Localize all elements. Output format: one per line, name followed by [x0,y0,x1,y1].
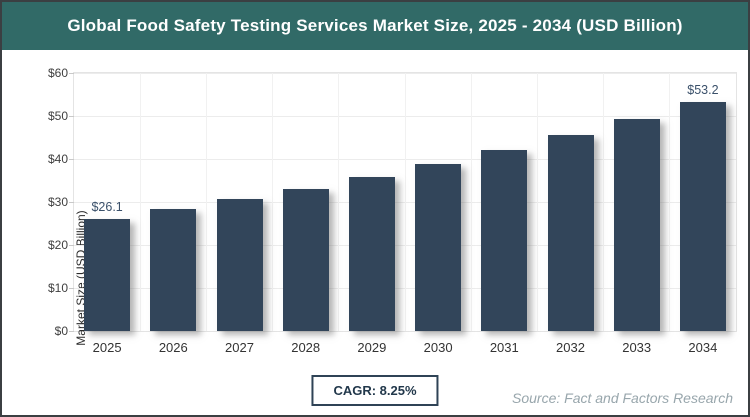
cagr-badge: CAGR: 8.25% [311,375,439,406]
gridline-vertical [272,73,274,331]
plot-area: Market Size (USD Billion) $0 $10 $20 $30 $40… [48,66,737,355]
bar-2028 [282,188,329,331]
bar-2025 [84,218,131,331]
y-tick-label: $50 [47,109,68,123]
y-tick-label: $20 [47,238,68,252]
source-attribution: Source: Fact and Factors Research [512,390,733,406]
y-tick-mark [69,73,74,74]
y-tick-mark [69,202,74,203]
gridline-vertical [669,73,671,331]
y-tick-mark [69,288,74,289]
gridline-vertical [205,73,207,331]
bar-2029 [348,177,395,331]
bar-2032 [547,135,594,331]
y-tick-label: $40 [47,152,68,166]
x-tick-label: 2026 [158,340,188,355]
x-tick-label: 2031 [489,340,519,355]
x-tick-label: 2025 [92,340,122,355]
y-tick-label: $10 [47,281,68,295]
gridline-vertical [139,73,141,331]
y-tick-label: $0 [54,324,68,338]
y-tick-label: $30 [47,195,68,209]
x-tick-label: 2028 [291,340,321,355]
x-tick-label: 2030 [423,340,453,355]
chart-title-bar: Global Food Safety Testing Services Mark… [2,2,748,50]
y-tick-label: $60 [47,66,68,80]
bar-value-label: $26.1 [91,199,123,214]
bar-2033 [613,119,660,331]
y-tick-mark [69,331,74,332]
bar-value-label: $53.2 [687,83,719,98]
chart-title: Global Food Safety Testing Services Mark… [67,16,683,35]
bar-2031 [481,150,528,331]
x-tick-label: 2027 [225,340,254,355]
gridline-vertical [404,73,406,331]
bar-2027 [216,199,263,331]
x-tick-label: 2033 [622,340,652,355]
x-tick-label: 2034 [688,340,718,355]
x-tick-label: 2032 [556,340,585,355]
y-tick-mark [69,159,74,160]
bar-2034 [679,102,726,331]
y-tick-mark [69,116,74,117]
bar-2030 [415,164,462,331]
gridline-vertical [338,73,340,331]
bar-2026 [150,209,197,331]
gridline-vertical [603,73,605,331]
y-tick-mark [69,245,74,246]
x-tick-label: 2029 [357,340,387,355]
gridline-vertical [470,73,472,331]
gridline-vertical [536,73,538,331]
